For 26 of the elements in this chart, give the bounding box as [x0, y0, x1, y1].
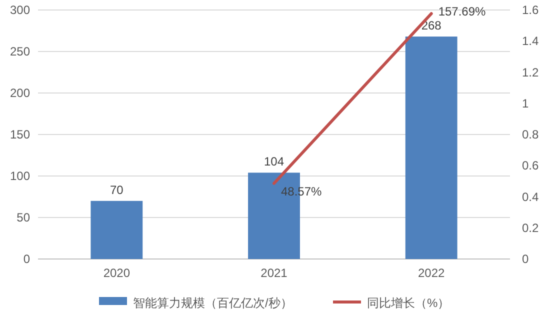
x-tick-label: 2022 — [418, 266, 446, 280]
x-tick-label: 2020 — [103, 266, 130, 280]
y2-tick-label: 1.2 — [522, 65, 540, 80]
y-tick-label: 250 — [10, 44, 30, 58]
legend-label: 同比增长（%） — [367, 296, 450, 310]
y-tick-label: 50 — [16, 210, 30, 224]
data-label: 104 — [264, 154, 284, 169]
y-tick-label: 300 — [10, 3, 30, 17]
data-label: 70 — [110, 182, 124, 197]
y-tick-label: 150 — [10, 128, 30, 142]
y2-tick-label: 1.6 — [522, 3, 540, 17]
y-tick-label: 200 — [10, 86, 30, 100]
y2-tick-label: 0.2 — [522, 220, 540, 235]
y2-tick-label: 0 — [522, 252, 529, 266]
y-tick-label: 100 — [10, 169, 30, 183]
x-tick-label: 2021 — [260, 266, 288, 280]
legend-label: 智能算力规模（百亿亿次/秒） — [133, 296, 292, 310]
y2-tick-label: 0.8 — [522, 128, 540, 142]
y-tick-label: 0 — [23, 252, 30, 266]
data-label: 157.69% — [438, 4, 486, 19]
y2-tick-label: 0.6 — [522, 158, 540, 173]
y2-tick-label: 0.4 — [522, 190, 540, 204]
y2-tick-label: 1 — [522, 96, 529, 110]
y2-tick-label: 1.4 — [522, 34, 540, 48]
bar — [405, 36, 458, 259]
bar — [90, 200, 143, 259]
